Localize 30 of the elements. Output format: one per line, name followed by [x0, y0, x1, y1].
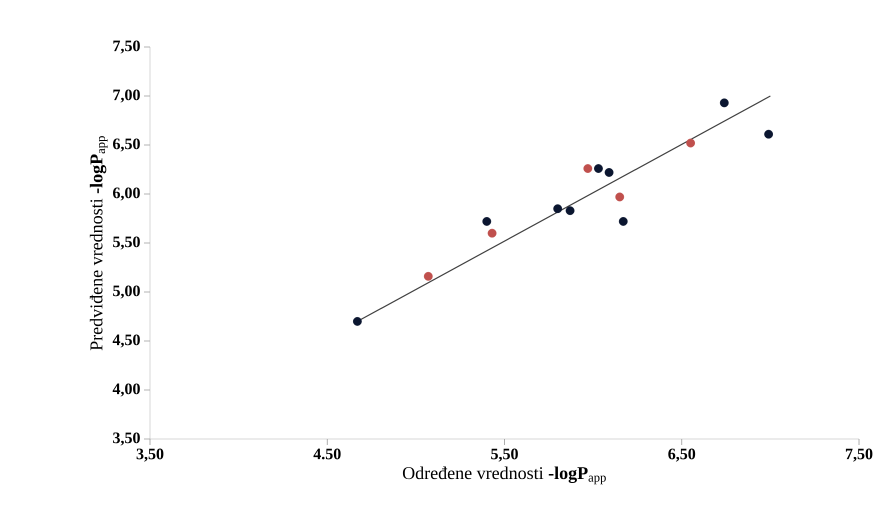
point	[604, 168, 614, 177]
y-tick-label: 5,00	[113, 285, 140, 299]
x-tick-label: 6,50	[668, 448, 696, 462]
y-tick-label: 6,00	[113, 187, 140, 201]
y-tick-label: 6,50	[113, 138, 140, 152]
point	[686, 138, 696, 148]
x-axis-title: Određene vrednosti -logP$_{app}$	[402, 466, 606, 484]
y-tick-label: 3,50	[113, 432, 140, 446]
point	[553, 204, 562, 214]
point	[488, 228, 496, 238]
point	[583, 164, 592, 173]
point	[594, 164, 603, 173]
x-tick-label: 4.50	[313, 448, 341, 460]
x-tick-label: 7,50	[846, 448, 872, 462]
x-tick-label: 3,50	[136, 448, 164, 462]
point	[352, 316, 362, 326]
y-tick-label: 4,00	[112, 383, 140, 397]
x-tick-label: 5,50	[491, 448, 518, 462]
y-tick-label: 7,50	[113, 40, 140, 54]
point	[764, 130, 774, 139]
y-tick-label: 7,00	[113, 89, 140, 103]
y-axis-title: Predviđene vrednosti -logP$_{app}$	[90, 136, 108, 350]
y-tick-label: 5,50	[113, 236, 140, 250]
y-tick-label: 4,50	[112, 334, 140, 348]
point	[482, 217, 492, 226]
point	[566, 206, 574, 216]
point	[424, 272, 433, 281]
point	[615, 192, 624, 202]
point	[618, 217, 628, 226]
point	[720, 98, 729, 108]
